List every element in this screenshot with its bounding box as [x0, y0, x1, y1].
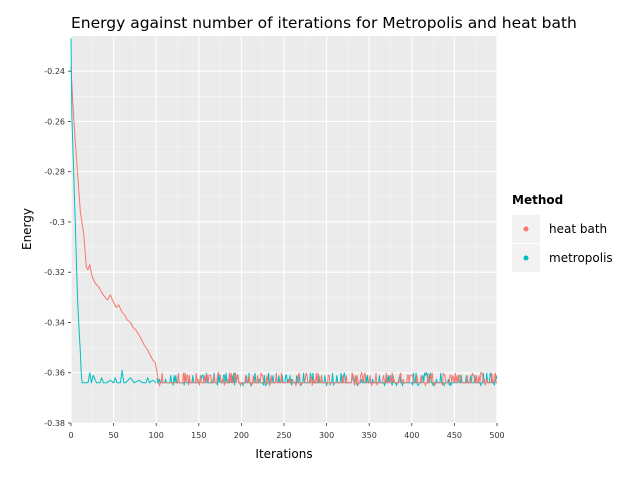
x-tick-label: 250: [276, 431, 291, 440]
legend-label-metropolis: metropolis: [549, 251, 613, 265]
legend: Method heat bath metropolis: [512, 193, 613, 272]
series-line-metropolis: [70, 38, 157, 384]
x-tick-label: 500: [489, 431, 504, 440]
y-tick-label: -0.32: [44, 268, 65, 277]
x-tick-label: 350: [362, 431, 377, 440]
x-axis-title: Iterations: [255, 447, 312, 461]
major-gridlines: [70, 36, 498, 424]
y-tick-label: -0.38: [44, 419, 65, 428]
x-tick-label: 0: [68, 431, 73, 440]
heat-bath-equilibrium-line: [158, 371, 497, 387]
y-tick-label: -0.26: [44, 117, 65, 126]
metropolis-equilibrium-line: [156, 371, 498, 387]
x-axis: 0 50 100 150 200 250 300 350 400 450 500: [68, 423, 505, 440]
x-tick-label: 50: [109, 431, 119, 440]
y-tick-label: -0.36: [44, 369, 65, 378]
y-axis-title: Energy: [20, 208, 34, 250]
x-tick-label: 300: [319, 431, 334, 440]
y-tick-label: -0.24: [44, 67, 65, 76]
x-tick-label: 150: [191, 431, 206, 440]
legend-metropolis-marker: [523, 255, 529, 261]
legend-heat-bath-marker: [523, 226, 529, 232]
x-tick-label: 400: [404, 431, 419, 440]
legend-label-heat-bath: heat bath: [549, 222, 607, 236]
chart-title: Energy against number of iterations for …: [71, 14, 577, 32]
series-layer: [70, 38, 498, 387]
x-tick-label: 200: [234, 431, 249, 440]
x-tick-label: 100: [149, 431, 164, 440]
y-axis: -0.38 -0.36 -0.34 -0.32 -0.3 -0.28 -0.26 -0.24: [44, 67, 71, 428]
y-tick-label: -0.34: [44, 318, 65, 327]
series-line-heat-bath: [70, 66, 160, 383]
x-tick-label: 450: [447, 431, 462, 440]
y-tick-label: -0.28: [44, 168, 65, 177]
y-tick-label: -0.3: [49, 218, 65, 227]
legend-title: Method: [512, 193, 563, 207]
